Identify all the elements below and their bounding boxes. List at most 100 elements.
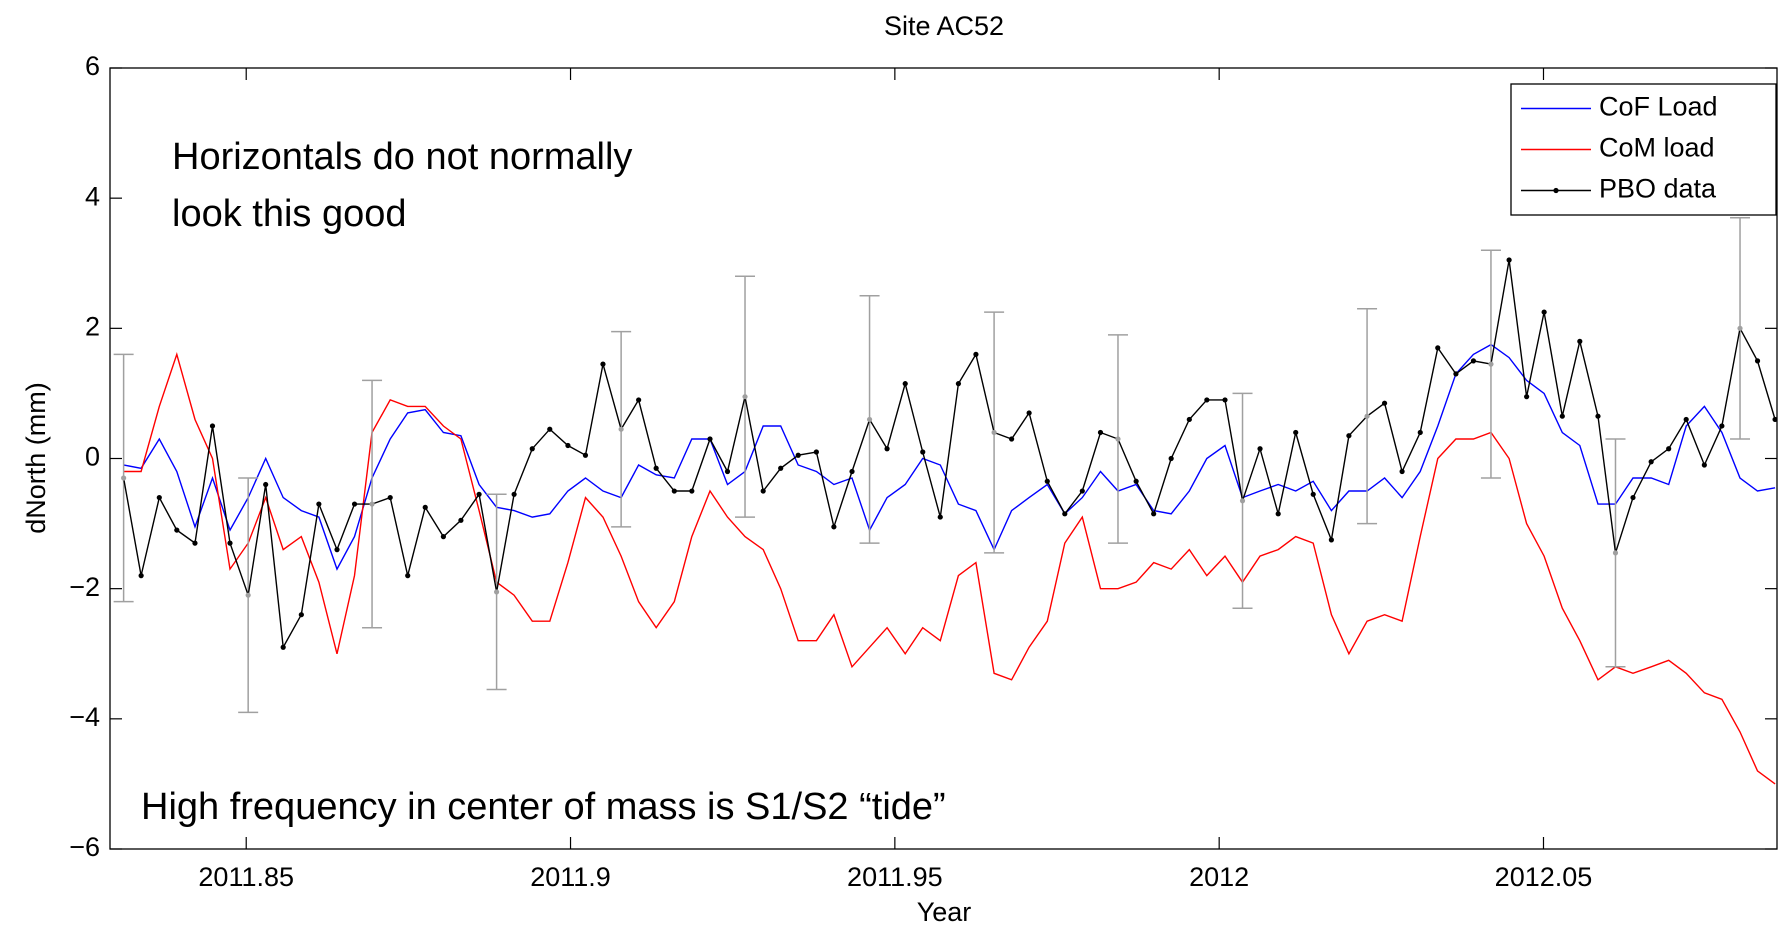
data-point xyxy=(884,446,890,452)
data-point xyxy=(1275,511,1281,517)
annotation: look this good xyxy=(172,193,407,235)
data-point xyxy=(138,573,144,579)
data-point xyxy=(849,468,855,475)
data-point xyxy=(724,468,731,475)
y-tick-label: −6 xyxy=(69,832,100,862)
data-point xyxy=(1026,410,1032,416)
data-point xyxy=(121,475,127,481)
data-point xyxy=(1630,494,1636,501)
data-point xyxy=(955,381,962,387)
data-point xyxy=(209,423,216,429)
data-point xyxy=(1737,325,1743,331)
y-tick-label: 0 xyxy=(85,442,100,472)
data-point xyxy=(582,452,589,458)
data-point xyxy=(1115,436,1121,442)
data-point xyxy=(1133,478,1139,484)
data-point xyxy=(653,465,659,471)
data-point xyxy=(1488,361,1494,367)
data-point xyxy=(1648,459,1654,465)
x-tick-label: 2012.05 xyxy=(1495,862,1593,892)
data-point xyxy=(689,488,695,494)
x-axis-label: Year xyxy=(917,897,972,927)
data-point xyxy=(1470,358,1477,364)
annotation: High frequency in center of mass is S1/S… xyxy=(141,786,946,828)
data-point xyxy=(1683,416,1689,423)
data-point xyxy=(1417,429,1423,436)
data-point xyxy=(1612,550,1619,556)
data-point xyxy=(742,394,748,400)
data-point xyxy=(991,429,997,436)
series-line xyxy=(123,352,1776,785)
y-tick-label: 6 xyxy=(85,51,100,81)
data-point xyxy=(227,540,233,546)
data-point xyxy=(511,491,517,497)
data-point xyxy=(1310,491,1316,497)
chart-title: Site AC52 xyxy=(884,11,1004,41)
legend-label: CoF Load xyxy=(1599,92,1718,122)
data-point xyxy=(1168,455,1174,462)
data-point xyxy=(316,501,322,507)
data-point xyxy=(1577,338,1583,344)
data-point xyxy=(529,446,535,452)
data-point xyxy=(1559,413,1565,419)
data-point xyxy=(1062,511,1068,517)
annotation: Horizontals do not normally xyxy=(172,136,632,178)
data-point xyxy=(192,540,198,546)
data-point xyxy=(351,501,358,507)
data-point xyxy=(1346,433,1352,439)
data-point xyxy=(1257,446,1263,452)
data-point xyxy=(547,426,553,432)
data-point xyxy=(600,361,606,367)
data-point xyxy=(493,589,500,595)
data-point xyxy=(1151,511,1157,517)
data-point xyxy=(1754,358,1761,364)
data-point xyxy=(1399,468,1405,475)
data-point xyxy=(405,573,411,579)
y-tick-label: 4 xyxy=(85,181,100,211)
data-point xyxy=(760,488,766,494)
legend-label: PBO data xyxy=(1599,174,1717,204)
axes: −6 −4 −2 0 2 4 6 2011.85 2011.9 2011.95 2012 2012.0… xyxy=(69,51,1778,892)
data-point xyxy=(1204,397,1210,403)
x-tick-label: 2011.95 xyxy=(847,862,943,892)
legend-marker xyxy=(1553,187,1559,194)
data-point xyxy=(440,534,446,540)
data-point xyxy=(1701,462,1707,468)
legend-label: CoM load xyxy=(1599,133,1715,163)
data-point xyxy=(1044,478,1050,484)
data-point xyxy=(707,436,713,442)
data-point xyxy=(565,442,571,449)
data-point xyxy=(1524,394,1530,400)
data-point xyxy=(1506,257,1512,263)
data-point xyxy=(831,524,837,530)
data-point xyxy=(1541,309,1547,315)
data-point xyxy=(973,351,979,357)
data-point xyxy=(1719,423,1725,429)
data-point xyxy=(1595,413,1601,419)
y-tick-label: 2 xyxy=(85,311,100,341)
data-point xyxy=(866,416,873,423)
data-point xyxy=(937,514,943,520)
data-point xyxy=(174,527,180,533)
data-point xyxy=(778,465,784,471)
data-point xyxy=(902,381,908,387)
data-point xyxy=(263,481,269,488)
data-point xyxy=(795,452,801,458)
data-point xyxy=(1079,488,1085,494)
data-point xyxy=(369,501,375,507)
x-tick-label: 2011.9 xyxy=(530,862,611,892)
data-point xyxy=(156,494,162,501)
x-tick-label: 2011.85 xyxy=(198,862,294,892)
data-point xyxy=(1453,371,1459,377)
series-line xyxy=(123,343,1776,571)
data-point xyxy=(618,426,624,432)
data-point xyxy=(334,547,340,553)
data-point xyxy=(245,592,251,598)
data-point xyxy=(1328,537,1334,543)
data-point xyxy=(1666,446,1672,452)
data-point xyxy=(476,491,482,497)
data-point xyxy=(1097,429,1104,436)
data-point xyxy=(671,488,677,494)
